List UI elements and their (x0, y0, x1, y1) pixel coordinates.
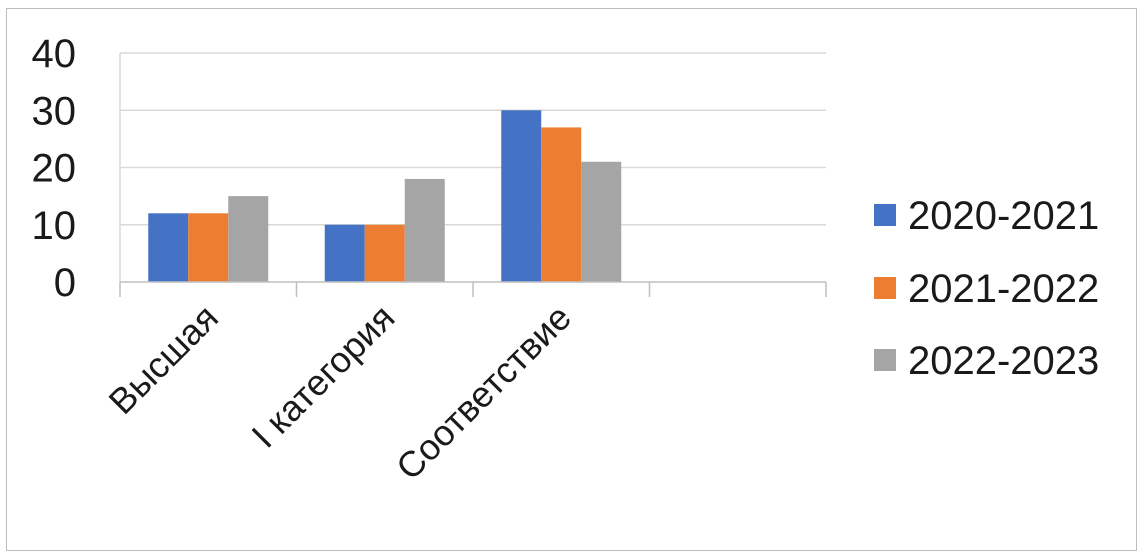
bar-1-1 (148, 213, 189, 282)
bar-3-2 (404, 178, 445, 282)
bar-3-1 (228, 196, 269, 282)
legend-swatch (874, 277, 896, 299)
legend: 2020-2021 2021-2022 2022-2023 (874, 194, 1099, 383)
legend-label: 2022-2023 (908, 339, 1099, 383)
bar-1-3 (501, 110, 542, 282)
y-tick-label: 20 (32, 147, 77, 191)
y-tick-label: 30 (32, 89, 77, 133)
x-category-label: I категория (243, 297, 402, 456)
bar-2-3 (541, 127, 582, 282)
gridlines (120, 52, 826, 226)
bar-2-2 (364, 224, 405, 282)
legend-swatch (874, 204, 896, 226)
legend-label: 2020-2021 (908, 194, 1099, 238)
legend-label: 2021-2022 (908, 267, 1099, 311)
y-axis: 0 10 20 30 40 (32, 32, 121, 305)
legend-swatch (874, 349, 896, 371)
x-category-label: Соответствие (388, 297, 579, 488)
bar-2-1 (188, 213, 229, 282)
y-tick-label: 0 (54, 261, 76, 305)
bar-3-3 (581, 161, 622, 282)
y-tick-label: 10 (32, 204, 77, 248)
x-category-label: Высшая (101, 297, 226, 422)
bars (148, 110, 622, 282)
y-tick-label: 40 (32, 32, 77, 76)
bar-1-2 (324, 224, 365, 282)
